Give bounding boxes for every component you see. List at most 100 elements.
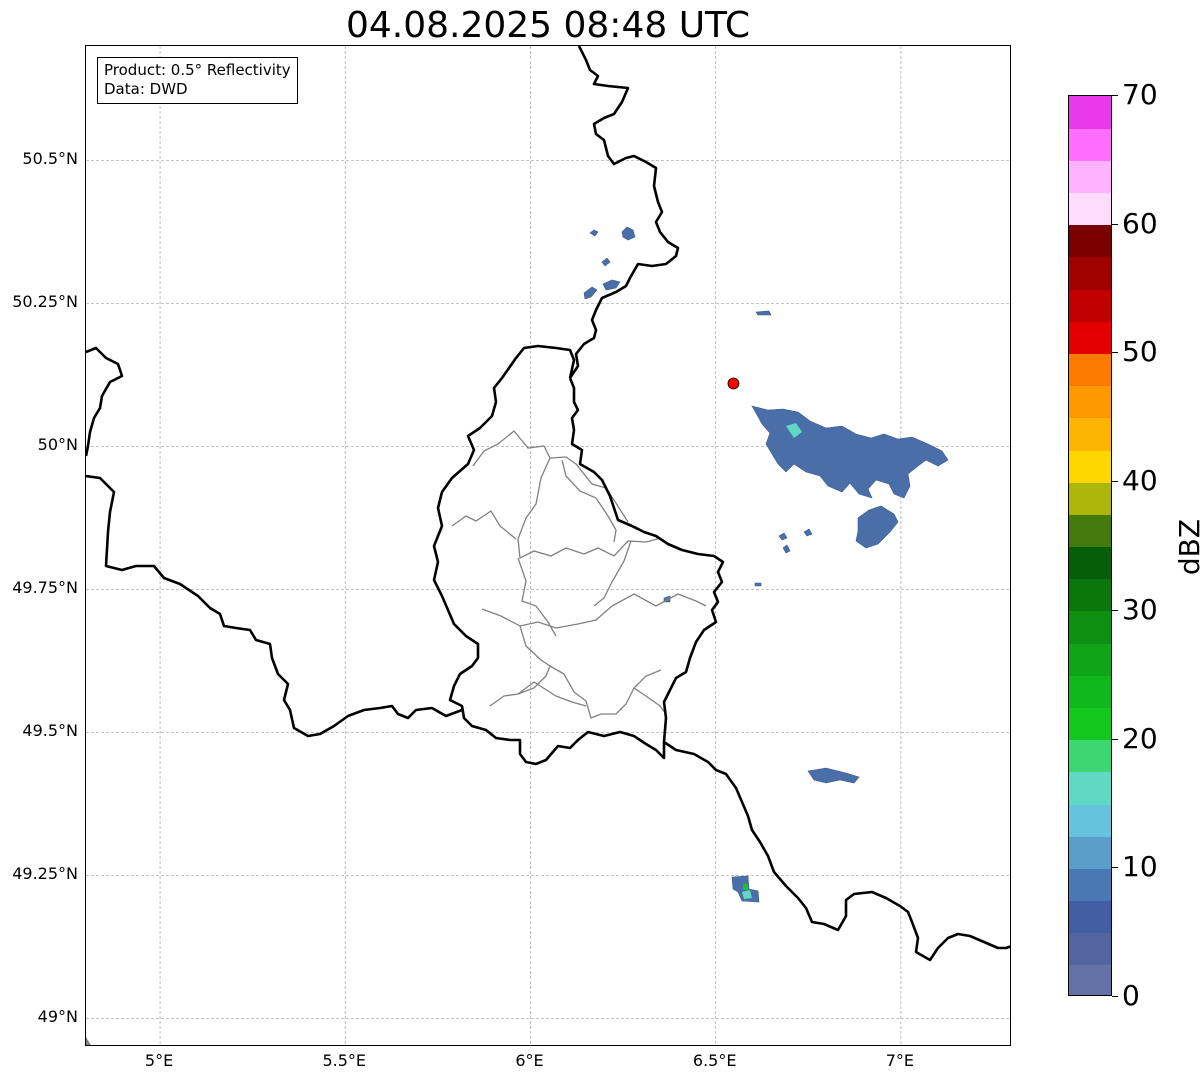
colorbar-tick-label: 70 [1122, 78, 1158, 111]
colorbar-segment [1069, 932, 1111, 966]
colorbar-segment [1069, 128, 1111, 161]
colorbar-segment [1069, 289, 1111, 322]
echo-peak [743, 884, 748, 890]
canton-inner-6 [549, 665, 662, 719]
info-box: Product: 0.5° Reflectivity Data: DWD [97, 57, 298, 104]
colorbar-tick-label: 50 [1122, 335, 1158, 369]
map-title: 04.08.2025 08:48 UTC [345, 5, 751, 46]
colorbar-segment [1069, 964, 1111, 995]
lon-tick-label: 5°E [144, 1051, 174, 1070]
lat-tick-label: 49°N [37, 1007, 78, 1027]
canton-inner-3 [593, 540, 632, 607]
border-france-germany [663, 740, 1010, 962]
lat-tick-label: 49.25°N [12, 864, 78, 884]
map-panel[interactable] [85, 45, 1011, 1046]
colorbar-tick-label: 40 [1122, 464, 1158, 498]
canton-inner-4 [481, 593, 707, 629]
colorbar-segment [1069, 900, 1111, 934]
echo-cluster-main [751, 405, 949, 499]
colorbar-tick-mark [1112, 481, 1118, 483]
colorbar-segment [1069, 353, 1111, 387]
colorbar-segment [1069, 675, 1111, 708]
canton-inner-7 [633, 687, 667, 715]
admin-boundaries [451, 430, 707, 719]
echo-cell-north-3 [601, 257, 611, 267]
lon-tick-label: 7°E [885, 1051, 915, 1070]
colorbar-segment [1069, 321, 1111, 355]
echo-cell-north-4 [583, 286, 598, 300]
colorbar-tick-label: 10 [1122, 850, 1158, 884]
product-label: Product: 0.5° Reflectivity [104, 61, 291, 79]
border-france-belgium [86, 474, 463, 738]
colorbar-tick-mark [1112, 867, 1118, 869]
colorbar-segment [1069, 96, 1111, 129]
colorbar-segment [1069, 578, 1111, 612]
colorbar-tick-mark [1112, 352, 1118, 354]
echo-core-main [786, 423, 802, 438]
canton-north-line [472, 430, 629, 523]
lat-tick-label: 49.75°N [12, 578, 78, 598]
colorbar-segment [1069, 224, 1111, 258]
colorbar-segment [1069, 514, 1111, 548]
colorbar-segment [1069, 417, 1111, 451]
lon-tick-label: 6°E [515, 1051, 544, 1070]
colorbar-segment [1069, 707, 1111, 741]
lat-tick-label: 49.5°N [22, 721, 78, 741]
lat-tick-label: 50°N [37, 435, 78, 455]
colorbar-tick-label: 60 [1122, 206, 1158, 240]
colorbar-segment [1069, 256, 1111, 290]
colorbar-segment [1069, 160, 1111, 194]
echo-cell-north-2 [621, 226, 636, 241]
colorbar-segment [1069, 385, 1111, 419]
canton-central-divider [517, 457, 662, 560]
lon-tick-label: 6.5°E [692, 1051, 737, 1070]
colorbar-tick-label: 20 [1122, 721, 1158, 755]
canton-inner-9 [451, 510, 517, 540]
colorbar-tick-mark [1112, 996, 1118, 997]
graticule [86, 46, 1010, 1045]
canton-inner-8 [489, 681, 587, 707]
echo-peak-south [743, 884, 748, 890]
colorbar-tick-mark [1112, 609, 1118, 611]
colorbar-segment [1069, 771, 1111, 805]
echo-speck-1 [778, 532, 788, 541]
echo-band-southeast [807, 767, 860, 784]
colorbar-unit-label: dBZ [1173, 518, 1202, 576]
colorbar-segment [1069, 643, 1111, 676]
colorbar-segment [1069, 192, 1111, 226]
colorbar-segment [1069, 868, 1111, 902]
colorbar [1068, 95, 1112, 996]
border-belgium-germany-north [568, 46, 680, 379]
lat-tick-label: 50.25°N [12, 292, 78, 312]
echo-speck-2 [803, 528, 813, 537]
colorbar-tick-mark [1112, 95, 1118, 96]
echo-speck-3 [782, 544, 791, 554]
colorbar-segment [1069, 739, 1111, 773]
echo-cell-north-5 [602, 279, 621, 291]
data-source-label: Data: DWD [104, 80, 188, 98]
border-luxembourg [432, 344, 725, 766]
canton-inner-1 [561, 459, 617, 543]
colorbar-tick-label: 0 [1122, 979, 1140, 1012]
colorbar-segment [1069, 836, 1111, 869]
radar-map [86, 46, 1010, 1045]
canton-inner-5 [517, 625, 551, 695]
border-belgium-west [86, 346, 124, 457]
lat-tick-label: 50.5°N [22, 149, 78, 169]
radar-echoes [583, 226, 949, 903]
colorbar-segment [1069, 449, 1111, 483]
colorbar-segment [1069, 610, 1111, 644]
colorbar-segment [1069, 482, 1111, 515]
echo-cell-north-1 [589, 229, 599, 237]
echo-speck-5 [754, 582, 762, 587]
colorbar-tick-mark [1112, 738, 1118, 740]
echo-cluster-south [855, 505, 899, 549]
canton-inner-2 [517, 557, 557, 637]
colorbar-segment [1069, 803, 1111, 837]
colorbar-segment [1069, 546, 1111, 580]
radar-site-marker[interactable] [727, 377, 740, 390]
corner-shadow [86, 1037, 91, 1045]
lon-tick-label: 5.5°E [322, 1051, 367, 1070]
echo-core-south [742, 890, 752, 899]
colorbar-tick-label: 30 [1122, 592, 1158, 626]
